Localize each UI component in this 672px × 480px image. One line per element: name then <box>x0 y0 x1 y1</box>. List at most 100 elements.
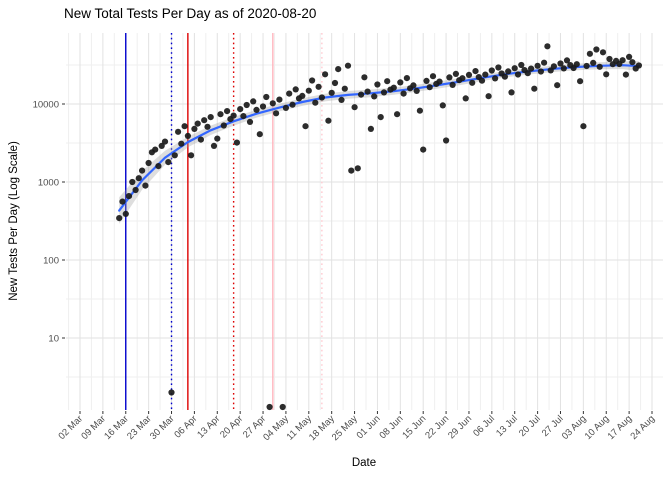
data-point <box>220 122 227 129</box>
data-point <box>400 90 407 97</box>
x-tick-label: 22 Jun <box>423 413 451 441</box>
data-point <box>338 96 345 103</box>
data-point <box>250 98 257 105</box>
data-point <box>243 101 250 109</box>
data-point <box>629 59 636 66</box>
data-point <box>175 128 182 135</box>
data-point <box>563 57 571 64</box>
data-point <box>371 93 378 100</box>
x-tick-label: 13 Jul <box>494 413 520 439</box>
x-tick-label: 08 Jun <box>377 413 405 441</box>
data-point <box>482 71 489 78</box>
data-point <box>622 71 630 78</box>
data-point <box>439 102 446 109</box>
data-point <box>305 87 312 94</box>
data-point <box>626 53 633 61</box>
data-point <box>528 65 535 72</box>
data-point <box>586 50 594 57</box>
data-point <box>351 104 358 111</box>
data-point <box>397 79 404 86</box>
data-point <box>443 137 450 144</box>
x-tick-label: 20 Apr <box>218 413 245 440</box>
data-point <box>289 101 296 108</box>
data-point <box>276 96 283 103</box>
data-point <box>367 125 374 132</box>
data-point <box>315 83 322 90</box>
x-tick-label: 09 Mar <box>79 413 108 442</box>
data-point <box>302 123 309 130</box>
data-point <box>269 100 276 107</box>
data-point <box>135 175 142 182</box>
data-point <box>416 107 423 114</box>
data-point <box>348 167 355 174</box>
data-point <box>129 178 136 186</box>
data-point <box>583 62 590 70</box>
data-point <box>273 110 280 117</box>
data-point <box>449 81 456 88</box>
data-point <box>214 135 221 142</box>
data-point <box>331 79 339 87</box>
data-point <box>374 81 381 88</box>
data-point <box>132 186 139 194</box>
chart-title: New Total Tests Per Day as of 2020-08-20 <box>64 6 317 21</box>
data-point <box>492 75 499 82</box>
data-point <box>168 389 175 396</box>
data-point <box>524 70 531 77</box>
y-tick-label: 100 <box>43 256 59 267</box>
data-point <box>191 125 198 132</box>
x-tick-label: 02 Mar <box>56 413 85 442</box>
y-tick-label: 10000 <box>33 100 59 111</box>
data-point <box>155 163 162 170</box>
data-point <box>322 71 329 78</box>
data-point <box>488 67 495 74</box>
data-point <box>577 78 584 85</box>
data-point <box>403 75 410 82</box>
x-tick-label: 25 May <box>330 413 360 443</box>
x-tick-label: 06 Jul <box>471 413 497 439</box>
data-point <box>501 73 508 80</box>
x-tick-label: 30 Mar <box>148 413 177 442</box>
data-point <box>478 77 486 84</box>
data-point <box>256 131 263 138</box>
x-tick-label: 10 Aug <box>583 413 612 442</box>
data-point <box>364 88 371 95</box>
data-point <box>165 159 172 166</box>
data-point <box>125 193 133 200</box>
data-point <box>145 159 152 167</box>
x-tick-label: 06 Apr <box>172 413 199 440</box>
data-point <box>246 118 254 125</box>
data-point <box>240 113 247 120</box>
data-point <box>426 84 433 91</box>
data-point <box>635 62 643 69</box>
data-point <box>188 152 195 159</box>
data-point <box>557 60 564 67</box>
data-point <box>518 61 525 69</box>
data-point <box>341 85 348 92</box>
gridlines-major <box>66 33 663 410</box>
data-point <box>224 108 231 115</box>
data-point <box>410 82 417 89</box>
data-point <box>452 70 459 77</box>
data-point <box>596 63 603 70</box>
data-point <box>318 94 325 101</box>
data-point <box>508 89 515 96</box>
confidence-band <box>119 61 639 224</box>
data-point <box>446 74 453 81</box>
data-point <box>593 46 600 53</box>
data-point <box>210 142 218 149</box>
data-point <box>194 120 201 127</box>
data-point <box>380 89 388 96</box>
data-point <box>394 111 401 118</box>
data-point <box>253 106 260 113</box>
data-point <box>462 95 469 102</box>
data-point <box>161 138 169 145</box>
x-axis-title: Date <box>351 457 377 469</box>
data-point <box>550 63 558 70</box>
data-point <box>390 84 397 91</box>
data-point <box>152 146 159 153</box>
data-point <box>325 117 332 124</box>
x-tick-label: 16 Mar <box>102 413 131 442</box>
data-point <box>259 103 267 110</box>
x-tick-label: 13 Apr <box>195 413 222 440</box>
